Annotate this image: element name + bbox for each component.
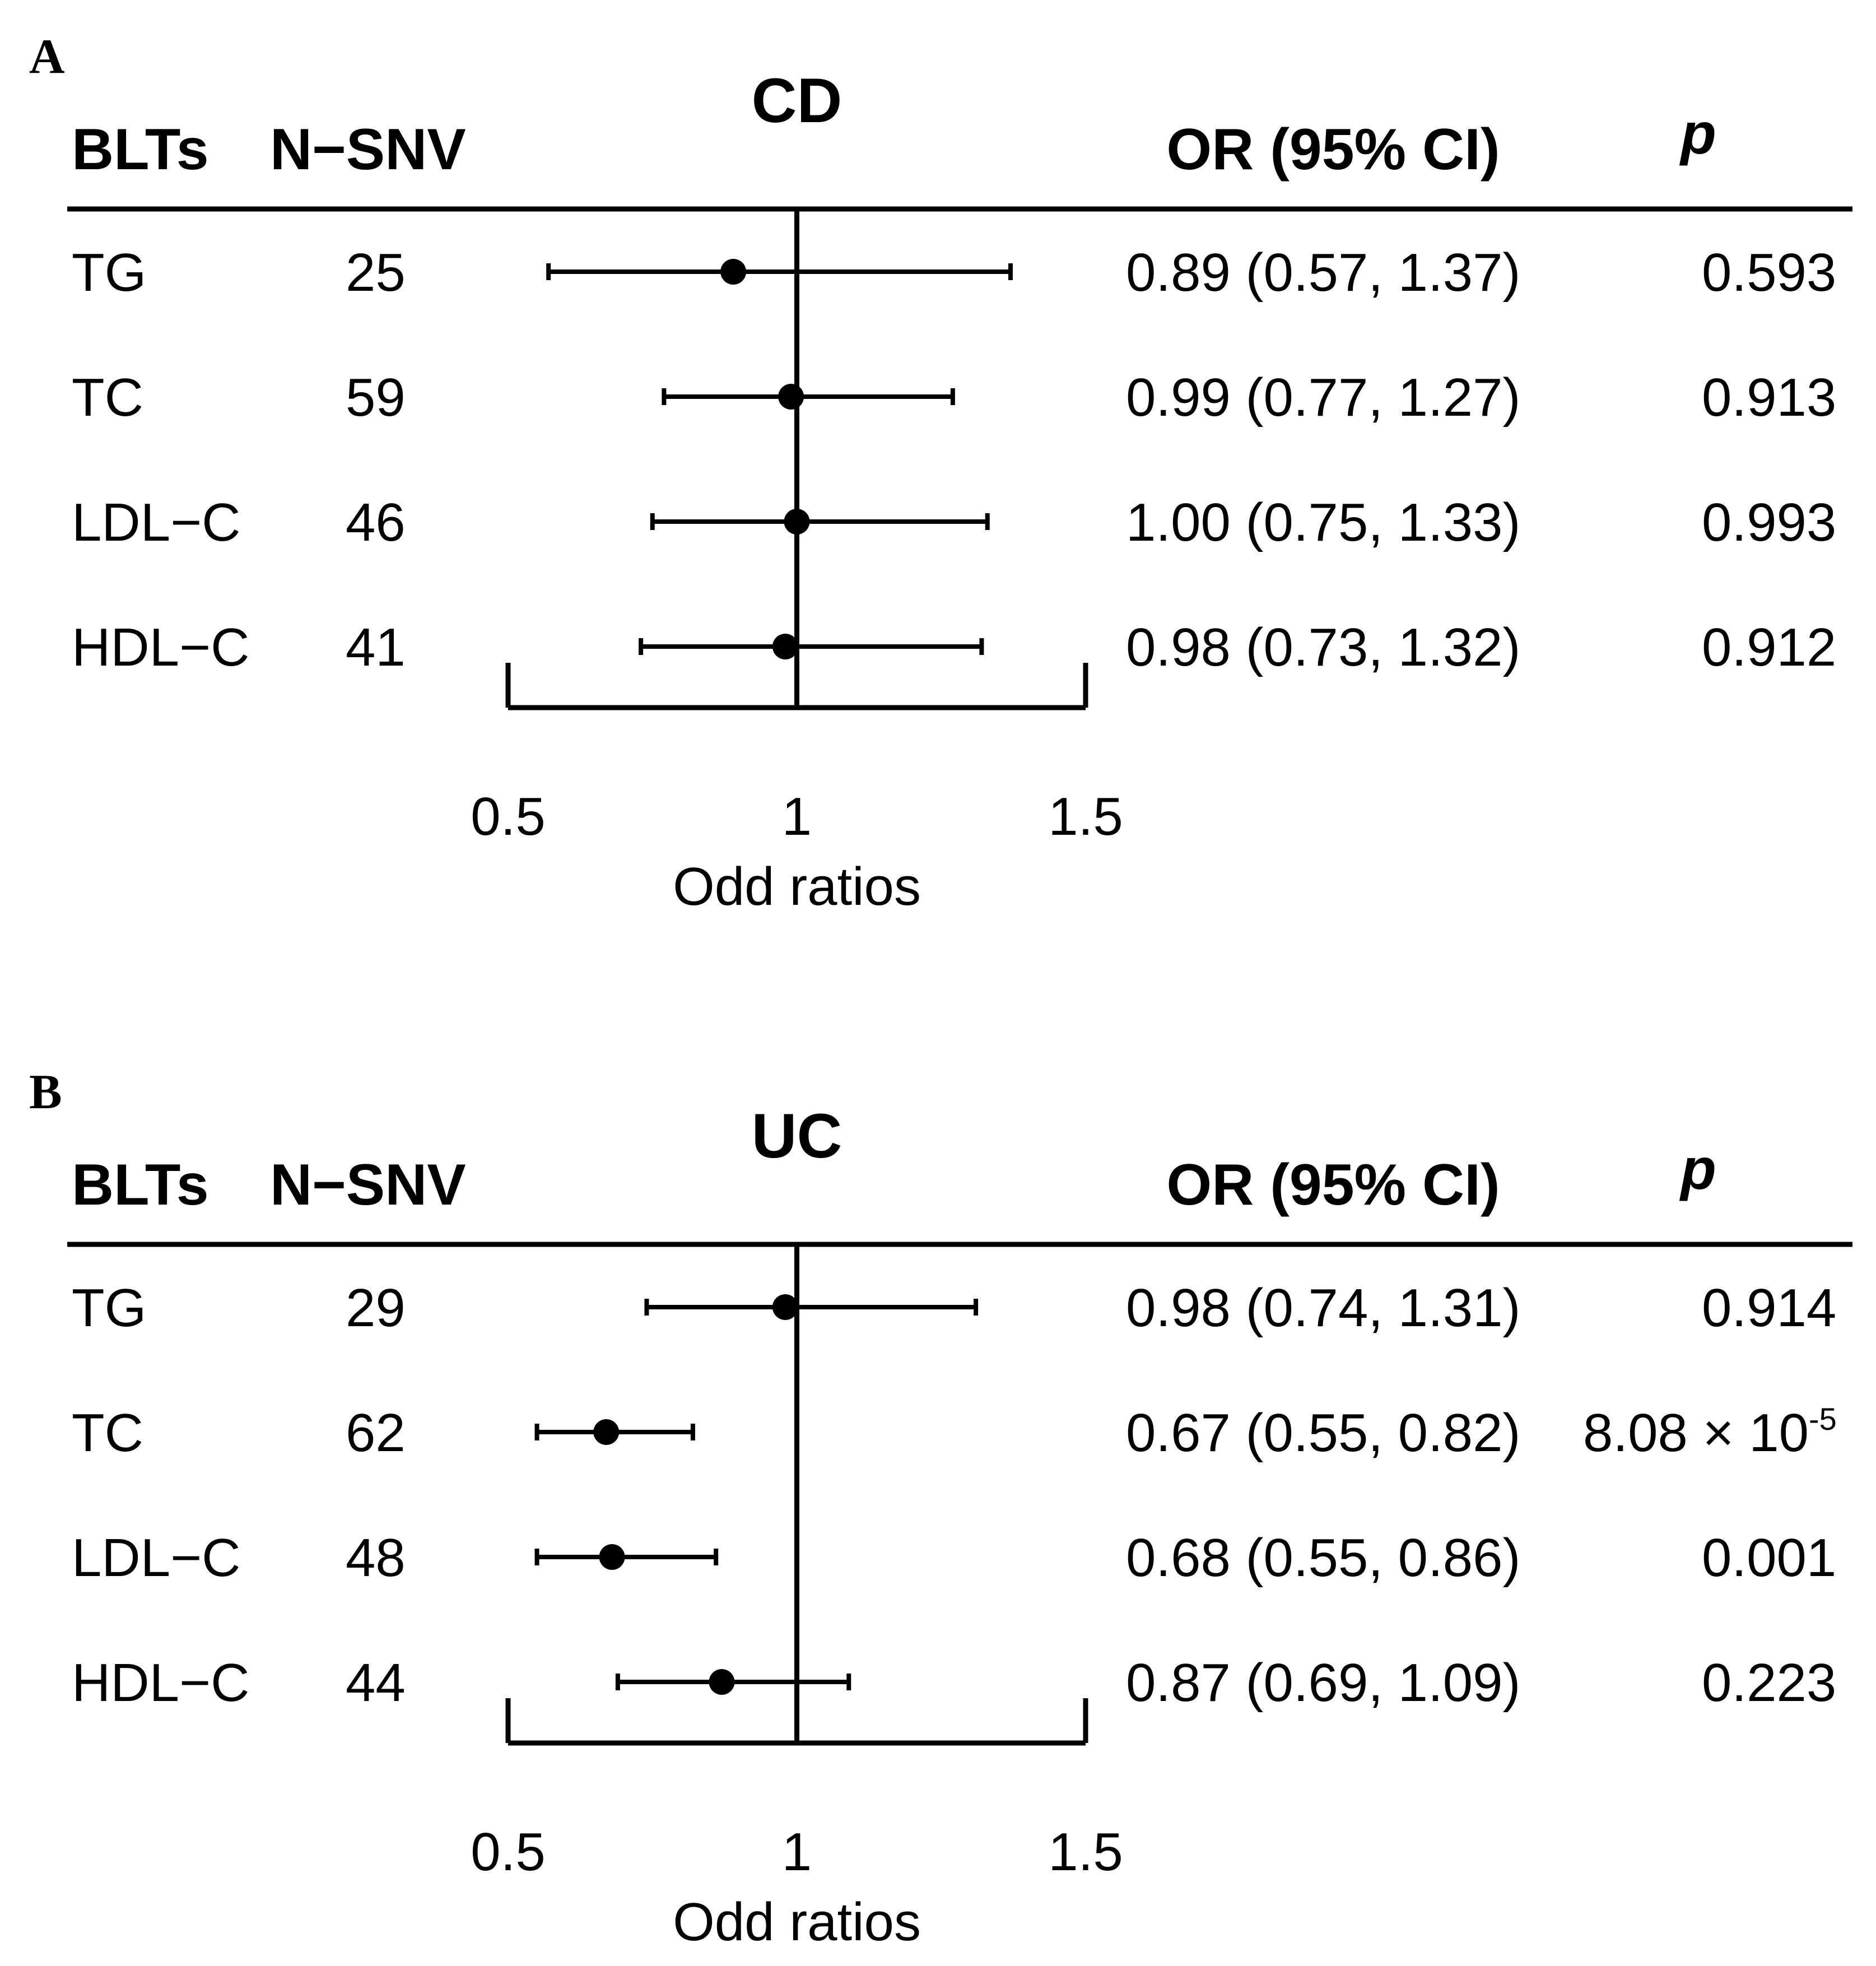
or-point xyxy=(772,634,798,659)
row-trait-label: TC xyxy=(72,368,143,427)
row-trait-label: TG xyxy=(72,1278,146,1338)
column-header-nsnv: N−SNV xyxy=(270,117,466,182)
row-p-value: 0.912 xyxy=(1702,617,1836,677)
row-p-value: 0.001 xyxy=(1702,1528,1836,1588)
row-trait-label: HDL−C xyxy=(72,617,249,677)
or-point xyxy=(784,509,810,535)
x-tick-label: 1 xyxy=(782,787,812,847)
x-tick-label: 1 xyxy=(782,1822,812,1882)
x-tick-label: 1.5 xyxy=(1048,787,1123,847)
column-header-p: p xyxy=(1679,101,1716,166)
row-p-value: 0.914 xyxy=(1702,1278,1836,1338)
row-or-ci-text: 0.99 (0.77, 1.27) xyxy=(1126,368,1520,427)
column-header-nsnv: N−SNV xyxy=(270,1152,466,1217)
row-nsnv-value: 46 xyxy=(346,492,406,552)
panel-letter: A xyxy=(29,30,65,84)
row-or-ci-text: 0.98 (0.74, 1.31) xyxy=(1126,1278,1520,1338)
x-axis-title: Odd ratios xyxy=(673,1892,921,1952)
row-or-ci-text: 0.67 (0.55, 0.82) xyxy=(1126,1403,1520,1463)
row-nsnv-value: 29 xyxy=(346,1278,406,1338)
x-tick-label: 1.5 xyxy=(1048,1822,1123,1882)
column-header-or: OR (95% CI) xyxy=(1166,117,1500,182)
row-p-value: 0.223 xyxy=(1702,1653,1836,1713)
row-or-ci-text: 0.87 (0.69, 1.09) xyxy=(1126,1653,1520,1713)
or-point xyxy=(772,1294,798,1320)
panel-uc: B UC BLTs N−SNV OR (95% CI) p TG 29 0.98 (0.74, … xyxy=(29,1065,1852,1952)
row-nsnv-value: 62 xyxy=(346,1403,406,1463)
row-p-value: 0.913 xyxy=(1702,368,1836,427)
row-nsnv-value: 48 xyxy=(346,1528,406,1588)
row-nsnv-value: 59 xyxy=(346,368,406,427)
row-trait-label: TG xyxy=(72,243,146,303)
or-point xyxy=(593,1419,620,1445)
row-trait-label: HDL−C xyxy=(72,1653,249,1713)
row-trait-label: LDL−C xyxy=(72,1528,241,1588)
row-p-value: 8.08 × 10-5 xyxy=(1583,1401,1837,1463)
row-or-ci-text: 1.00 (0.75, 1.33) xyxy=(1126,492,1520,552)
or-point xyxy=(778,384,804,410)
column-header-trait: BLTs xyxy=(72,117,209,182)
row-nsnv-value: 25 xyxy=(346,243,406,303)
x-axis-title: Odd ratios xyxy=(673,857,921,917)
panel-cd: A CD BLTs N−SNV OR (95% CI) p TG 25 0.89 (0.57, … xyxy=(29,30,1852,917)
x-tick-label: 0.5 xyxy=(471,1822,545,1882)
row-or-ci-text: 0.68 (0.55, 0.86) xyxy=(1126,1528,1520,1588)
row-p-value: 0.993 xyxy=(1702,492,1836,552)
panel-title: UC xyxy=(752,1101,842,1171)
row-p-exponent: -5 xyxy=(1809,1401,1837,1437)
panel-letter: B xyxy=(29,1065,62,1119)
column-header-or: OR (95% CI) xyxy=(1166,1152,1500,1217)
or-point xyxy=(599,1544,625,1570)
row-p-value: 0.593 xyxy=(1702,243,1836,303)
column-header-trait: BLTs xyxy=(72,1152,209,1217)
row-nsnv-value: 44 xyxy=(346,1653,406,1713)
row-nsnv-value: 41 xyxy=(346,617,406,677)
row-trait-label: TC xyxy=(72,1403,143,1463)
x-tick-label: 0.5 xyxy=(471,787,545,847)
row-trait-label: LDL−C xyxy=(72,492,241,552)
or-point xyxy=(720,259,747,285)
or-point xyxy=(709,1669,735,1695)
row-or-ci-text: 0.89 (0.57, 1.37) xyxy=(1126,243,1520,303)
row-or-ci-text: 0.98 (0.73, 1.32) xyxy=(1126,617,1520,677)
column-header-p: p xyxy=(1679,1137,1716,1202)
panel-title: CD xyxy=(752,66,842,136)
